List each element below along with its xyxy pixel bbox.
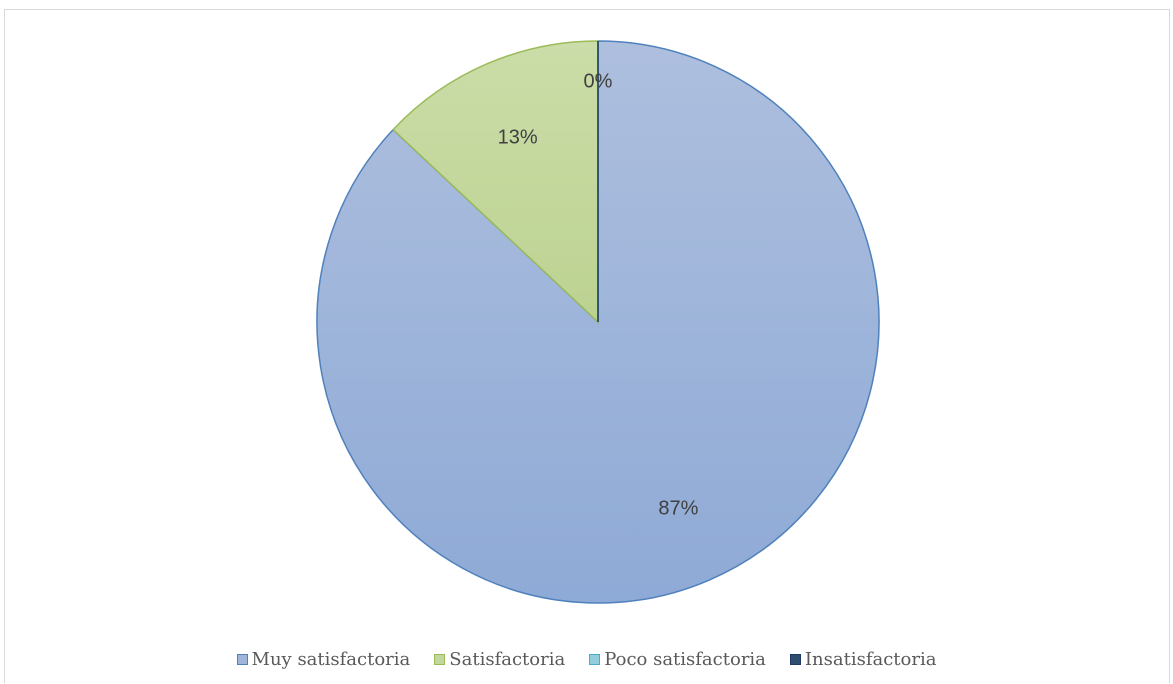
legend-swatch	[236, 653, 248, 665]
legend-swatch	[789, 653, 801, 665]
legend-label: Poco satisfactoria	[604, 648, 766, 670]
pie-slice-satisfactoria	[392, 40, 599, 324]
data-label-muy-satisfactoria: 87%	[658, 498, 698, 520]
data-label-satisfactoria: 13%	[498, 126, 538, 148]
legend-label: Satisfactoria	[449, 648, 566, 670]
legend-swatch	[434, 653, 446, 665]
legend-swatch	[589, 653, 601, 665]
legend-item-muy-satisfactoria: Muy satisfactoria	[236, 648, 411, 670]
legend-label: Insatisfactoria	[804, 648, 937, 670]
legend-label: Muy satisfactoria	[251, 648, 411, 670]
data-label-insatisfactoria: 0%	[584, 70, 613, 92]
legend-item-poco-satisfactoria: Poco satisfactoria	[589, 649, 766, 670]
chart-legend: Muy satisfactoria Satisfactoria Poco satis…	[0, 644, 1173, 674]
legend-item-insatisfactoria: Insatisfactoria	[789, 648, 937, 670]
legend-item-satisfactoria: Satisfactoria	[434, 649, 565, 670]
